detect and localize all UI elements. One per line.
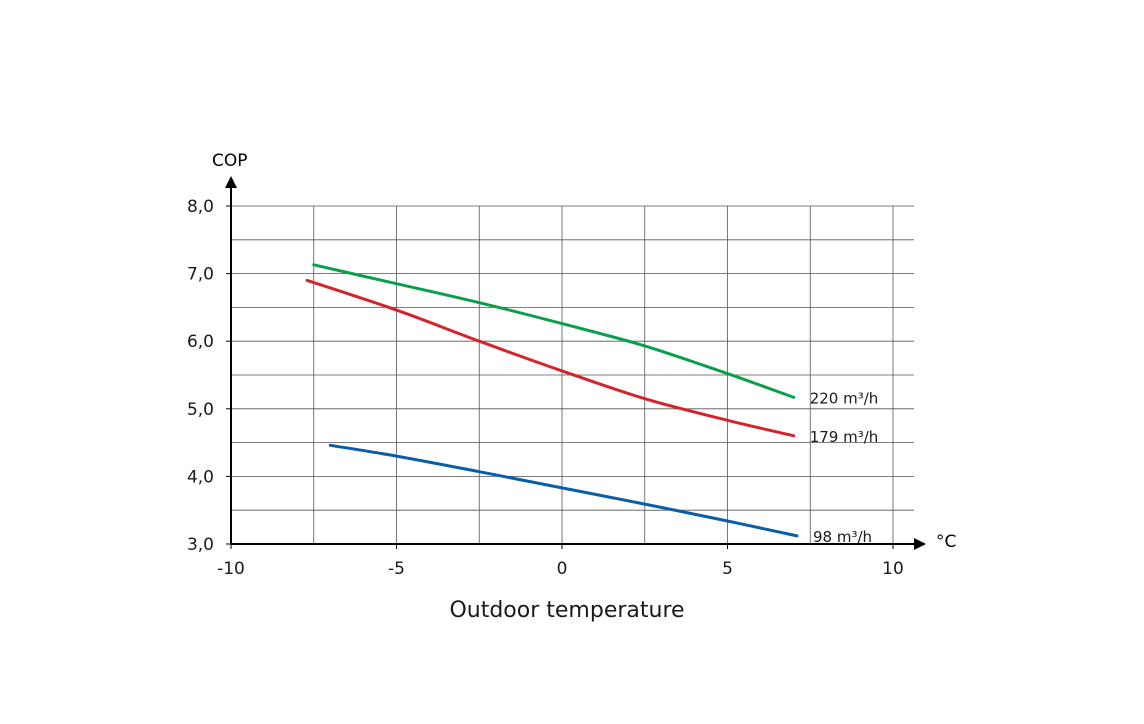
y-tick-label: 6,0 xyxy=(187,332,214,352)
x-axis-unit: °C xyxy=(936,532,956,552)
series-label-3: 98 m³/h xyxy=(813,528,872,546)
y-tick-label: 3,0 xyxy=(187,535,214,555)
series-line-2 xyxy=(305,278,796,438)
y-tick-label: 5,0 xyxy=(187,400,214,420)
y-axis-arrow xyxy=(225,176,237,188)
x-axis-arrow xyxy=(914,538,926,550)
series-label-2: 179 m³/h xyxy=(810,428,879,446)
y-tick-label: 8,0 xyxy=(187,197,214,217)
series-lines: 220 m³/h 179 m³/h 98 m³/h xyxy=(305,263,879,546)
x-tick-label: 10 xyxy=(882,559,904,579)
y-tick-label: 4,0 xyxy=(187,467,214,487)
x-tick-label: 0 xyxy=(557,559,568,579)
x-tick-label: -10 xyxy=(217,559,245,579)
y-tick-label: 7,0 xyxy=(187,265,214,285)
x-tick-label: -5 xyxy=(388,559,405,579)
y-axis-label: COP xyxy=(212,151,248,171)
axes xyxy=(225,176,926,550)
series-label-1: 220 m³/h xyxy=(810,389,879,407)
x-tick-label: 5 xyxy=(722,559,733,579)
series-line-3 xyxy=(328,443,799,538)
x-axis-title: Outdoor temperature xyxy=(449,598,684,623)
tick-labels: 3,0 4,0 5,0 6,0 7,0 8,0 -10 -5 0 5 10 xyxy=(187,197,904,579)
series-line-1 xyxy=(312,263,796,399)
